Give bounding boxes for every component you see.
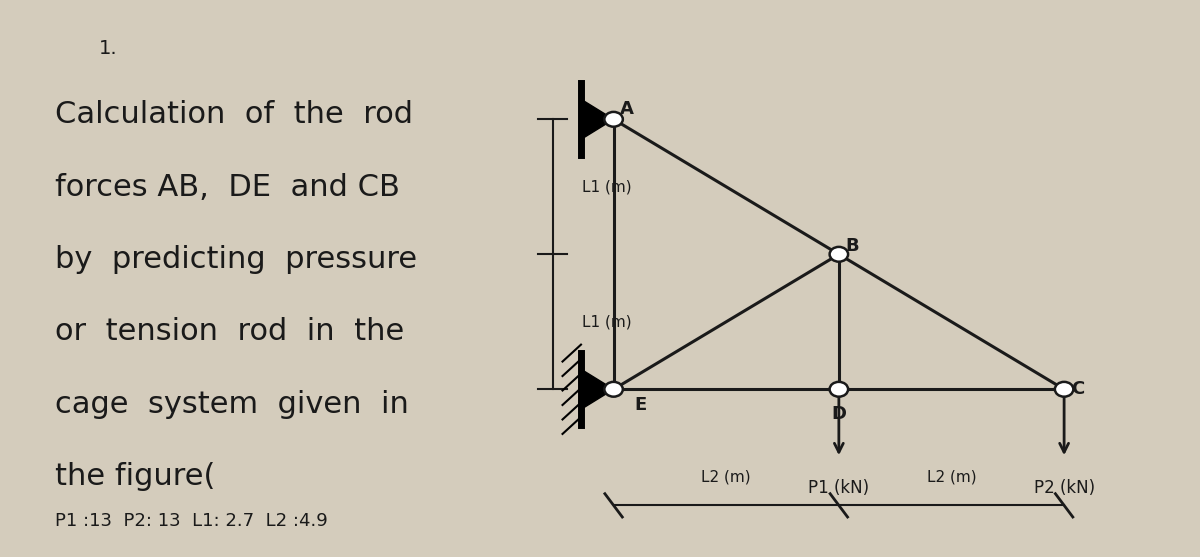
Text: P2 (kN): P2 (kN) (1033, 479, 1094, 497)
Circle shape (605, 382, 623, 397)
Text: C: C (1070, 380, 1085, 398)
Circle shape (1055, 382, 1073, 397)
Polygon shape (581, 369, 613, 409)
Text: L1 (m): L1 (m) (582, 314, 632, 329)
Text: P1 (kN): P1 (kN) (809, 479, 870, 497)
Text: Calculation  of  the  rod: Calculation of the rod (55, 100, 413, 129)
Text: B: B (846, 237, 859, 255)
Text: E: E (635, 397, 647, 414)
Text: L1 (m): L1 (m) (582, 179, 632, 194)
Circle shape (829, 382, 848, 397)
Polygon shape (581, 99, 613, 139)
Circle shape (605, 112, 623, 126)
Text: D: D (832, 404, 846, 423)
Circle shape (829, 247, 848, 262)
Text: cage  system  given  in: cage system given in (55, 390, 409, 419)
Text: or  tension  rod  in  the: or tension rod in the (55, 317, 404, 346)
Text: P1 :13  P2: 13  L1: 2.7  L2 :4.9: P1 :13 P2: 13 L1: 2.7 L2 :4.9 (55, 512, 328, 530)
Text: 1.: 1. (100, 39, 118, 58)
Text: L2 (m): L2 (m) (702, 469, 751, 484)
Text: L2 (m): L2 (m) (926, 469, 977, 484)
Text: the figure(: the figure( (55, 462, 216, 491)
Text: forces AB,  DE  and CB: forces AB, DE and CB (55, 173, 400, 202)
Text: by  predicting  pressure: by predicting pressure (55, 245, 418, 274)
Text: A: A (620, 100, 634, 118)
